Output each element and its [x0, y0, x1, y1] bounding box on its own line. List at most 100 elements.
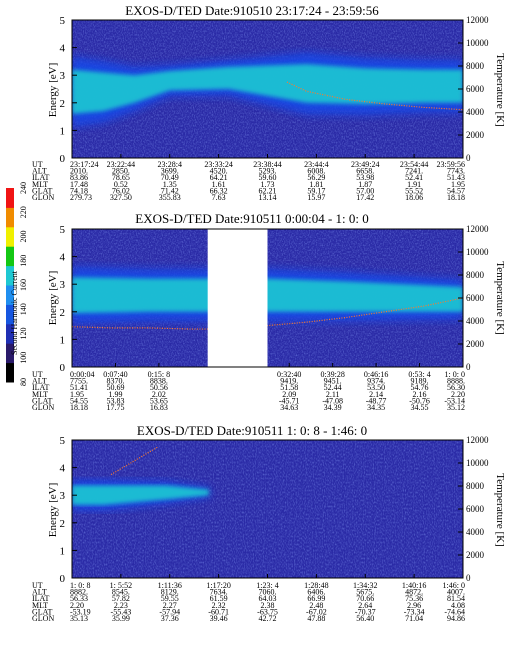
orbit-value-alt: 2010. [70, 167, 88, 176]
orbit-value-alt: 4007. [447, 588, 465, 597]
orbit-value-ilat: 52.41 [405, 173, 423, 182]
orbit-value-ilat: 51.41 [70, 383, 88, 392]
y2-tick-label: 10000 [466, 458, 489, 468]
y2-tick-label: 12000 [466, 224, 489, 234]
orbit-value-ut: 23:33:24 [204, 160, 232, 169]
orbit-value-ut: 1:40:16 [402, 581, 426, 590]
orbit-value-glon: 327.50 [110, 193, 132, 202]
orbit-value-glon: 17.75 [106, 403, 124, 412]
orbit-value-glat: 53.83 [106, 396, 124, 405]
orbit-value-glon: 35.12 [447, 403, 465, 412]
orbit-row-label: ALT [32, 377, 47, 386]
colorbar-tick-label: 100 [19, 352, 28, 364]
panel-title: EXOS-D/TED Date:910511 0:00:04 - 1: 0: 0 [135, 211, 369, 226]
orbit-value-ilat: 54.76 [411, 383, 429, 392]
orbit-value-ut: 23:54:44 [400, 160, 428, 169]
orbit-row-label: ILAT [32, 594, 49, 603]
y2-tick-label: 0 [466, 153, 471, 163]
plot-area: 0 1 2 3 4 5 0 2000 4000 6000 8000 10000 12000 [60, 435, 490, 585]
y2-tick-label: 0 [466, 573, 471, 583]
orbit-value-glon: 34.55 [411, 403, 429, 412]
orbit-value-mlt: 2.16 [413, 390, 427, 399]
y2-tick-label: 12000 [466, 15, 489, 25]
temperature-trace [286, 81, 463, 111]
orbit-value-glat: -48.77 [366, 396, 387, 405]
orbit-row-label: ILAT [32, 173, 49, 182]
orbit-value-ut: 23:59:56 [437, 160, 465, 169]
panel-title: EXOS-D/TED Date:910510 23:17:24 - 23:59:… [125, 3, 379, 18]
y-tick-label: 2 [60, 518, 66, 530]
orbit-value-glon: 35.99 [112, 614, 130, 623]
orbit-value-ut: 1:11:36 [158, 581, 182, 590]
colorbar-tick-label: 120 [19, 328, 28, 340]
y-tick-label: 4 [60, 252, 66, 264]
orbit-value-glat: -60.71 [208, 607, 229, 616]
colorbar-tick-label: 160 [19, 279, 28, 291]
orbit-row-label: ILAT [32, 383, 49, 392]
y2-tick-label: 8000 [466, 481, 485, 491]
y2-tick-label: 2000 [466, 130, 485, 140]
colorbar-swatch [6, 188, 14, 208]
y2-tick-label: 2000 [466, 339, 485, 349]
orbit-value-glon: 56.40 [356, 614, 374, 623]
orbit-value-ilat: 53.50 [367, 383, 385, 392]
orbit-value-ut: 1:23: 4 [256, 581, 278, 590]
orbit-value-glat: 76.02 [112, 186, 130, 195]
colorbar-swatch [6, 285, 14, 305]
orbit-value-glat: 74.18 [70, 186, 88, 195]
orbit-value-glon: 18.18 [70, 403, 88, 412]
orbit-value-alt: 5675. [356, 588, 374, 597]
colorbar-swatch [6, 362, 14, 383]
plot-area: 0 1 2 3 4 5 0 2000 4000 6000 8000 10000 12000 [60, 224, 490, 374]
orbit-value-mlt: 1.91 [407, 180, 421, 189]
orbit-value-glon: 71.04 [405, 614, 423, 623]
orbit-row-label: UT [32, 160, 43, 169]
colorbar-swatch [6, 304, 14, 325]
orbit-value-alt: 8888. [447, 377, 465, 386]
colorbar-label: Second Harmonic Current [10, 270, 19, 355]
y-axis-label: Energy [eV] [47, 483, 59, 537]
y-tick-label: 2 [60, 98, 66, 110]
orbit-value-glat: -67.02 [306, 607, 327, 616]
orbit-value-ut: 1: 0: 8 [70, 581, 90, 590]
orbit-value-alt: 7060. [259, 588, 277, 597]
orbit-value-glat: 59.17 [307, 186, 325, 195]
orbit-value-alt: 5293. [259, 167, 277, 176]
y-tick-label: 1 [60, 545, 66, 557]
orbit-value-ut: 23:49:24 [351, 160, 379, 169]
y-tick-label: 3 [60, 70, 66, 82]
energy-band [72, 485, 209, 505]
orbit-value-ilat: 57.82 [112, 594, 130, 603]
orbit-value-mlt: 2.23 [114, 601, 128, 610]
orbit-value-glon: 279.73 [70, 193, 92, 202]
orbit-value-alt: 7634. [210, 588, 228, 597]
y2-axis-label: Temperature [K] [494, 53, 505, 126]
colorbar-tick-label: 180 [19, 255, 28, 267]
orbit-value-alt: 8882. [70, 588, 88, 597]
orbit-value-glat: -73.34 [404, 607, 425, 616]
colorbar-swatch [6, 226, 14, 247]
orbit-row-label: UT [32, 370, 43, 379]
y2-tick-label: 2000 [466, 550, 485, 560]
orbit-value-alt: 8545. [112, 588, 130, 597]
orbit-value-ut: 23:17:24 [70, 160, 98, 169]
orbit-row-label: ALT [32, 167, 47, 176]
y2-tick-label: 8000 [466, 61, 485, 71]
colorbar-tick-label: 240 [19, 182, 28, 194]
orbit-row-label: UT [32, 581, 43, 590]
orbit-value-mlt: 2.09 [282, 390, 296, 399]
orbit-value-alt: 4520. [210, 167, 228, 176]
orbit-value-alt: 7241. [405, 167, 423, 176]
orbit-value-alt: 6008. [307, 167, 325, 176]
spectrogram [72, 440, 463, 578]
colorbar-swatch [6, 265, 14, 286]
y2-tick-label: 10000 [466, 38, 489, 48]
orbit-value-ilat: 56.33 [70, 594, 88, 603]
y2-tick-label: 10000 [466, 247, 489, 257]
y-tick-label: 5 [60, 435, 66, 447]
orbit-value-glon: 35.13 [70, 614, 88, 623]
y-tick-label: 2 [60, 307, 66, 319]
orbit-value-ilat: 83.86 [70, 173, 88, 182]
orbit-value-glat: 55.52 [405, 186, 423, 195]
orbit-value-mlt: 2.02 [152, 390, 166, 399]
